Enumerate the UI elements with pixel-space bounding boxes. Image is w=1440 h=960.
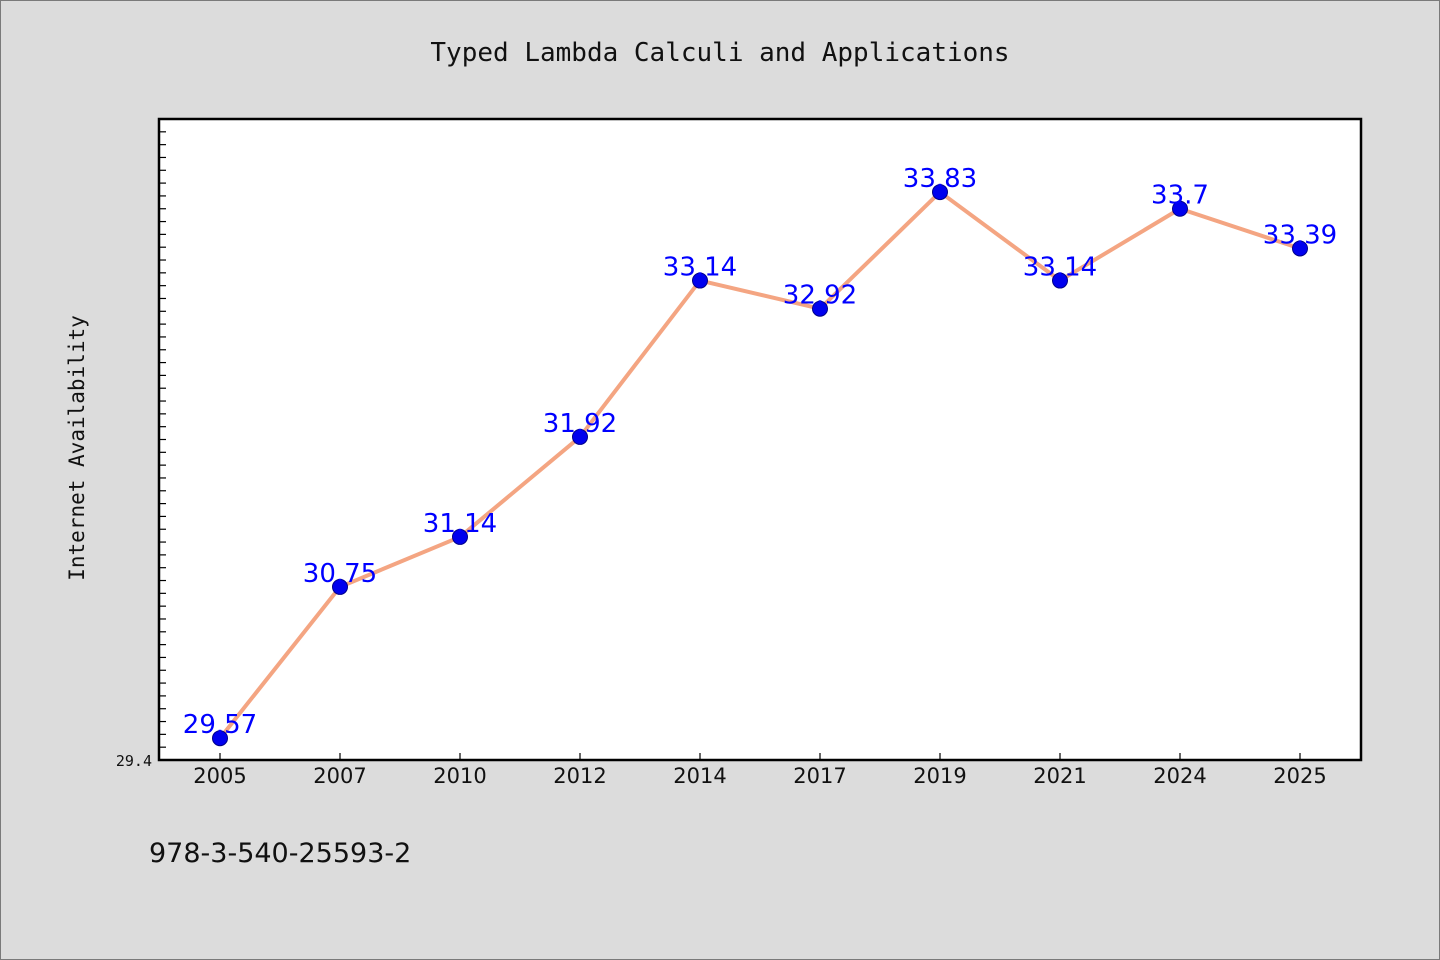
data-markers — [212, 184, 1308, 747]
data-label: 32.92 — [783, 281, 857, 311]
data-label: 33.83 — [903, 164, 977, 194]
x-tick-label: 2007 — [313, 764, 366, 788]
isbn-footnote: 978-3-540-25593-2 — [149, 838, 411, 869]
data-point — [572, 428, 588, 445]
data-label: 31.92 — [543, 409, 617, 439]
x-tick-label: 2014 — [673, 764, 726, 788]
y-ticks: 29.4 — [116, 131, 166, 770]
data-labels: 29.57 30.75 31.14 31.92 33.14 32.92 33.83 33.14… — [183, 164, 1337, 740]
data-point — [692, 272, 708, 289]
x-tick-label: 2017 — [793, 764, 846, 788]
x-tick-label: 2005 — [193, 764, 246, 788]
plot-area — [157, 117, 1363, 762]
series-line — [218, 190, 1301, 740]
data-point — [452, 528, 468, 545]
x-tick-label: 2021 — [1033, 764, 1086, 788]
data-label: 29.57 — [183, 710, 257, 740]
data-point — [212, 730, 228, 747]
data-label: 30.75 — [303, 559, 377, 589]
x-tick-label: 2019 — [913, 764, 966, 788]
data-point — [332, 578, 348, 595]
data-point — [1292, 240, 1308, 257]
x-tick-label: 2012 — [553, 764, 606, 788]
x-ticks: 2005 2007 2010 2012 2014 2017 2019 2021 2024 2025 — [193, 753, 1327, 788]
data-point — [1172, 200, 1188, 217]
data-label: 33.14 — [663, 253, 737, 283]
data-label: 33.7 — [1151, 181, 1209, 211]
data-label: 33.14 — [1023, 253, 1097, 283]
x-tick-label: 2010 — [433, 764, 486, 788]
data-point — [1052, 272, 1068, 289]
chart-title: Typed Lambda Calculi and Applications — [430, 38, 1009, 68]
data-label: 31.14 — [423, 509, 497, 539]
data-point — [932, 184, 948, 201]
data-point — [812, 300, 828, 317]
y-axis-label: Internet Availability — [65, 315, 89, 581]
data-label: 33.39 — [1263, 220, 1337, 250]
x-tick-label: 2025 — [1273, 764, 1326, 788]
y-tick-label: 29.4 — [116, 752, 152, 770]
x-tick-label: 2024 — [1153, 764, 1206, 788]
